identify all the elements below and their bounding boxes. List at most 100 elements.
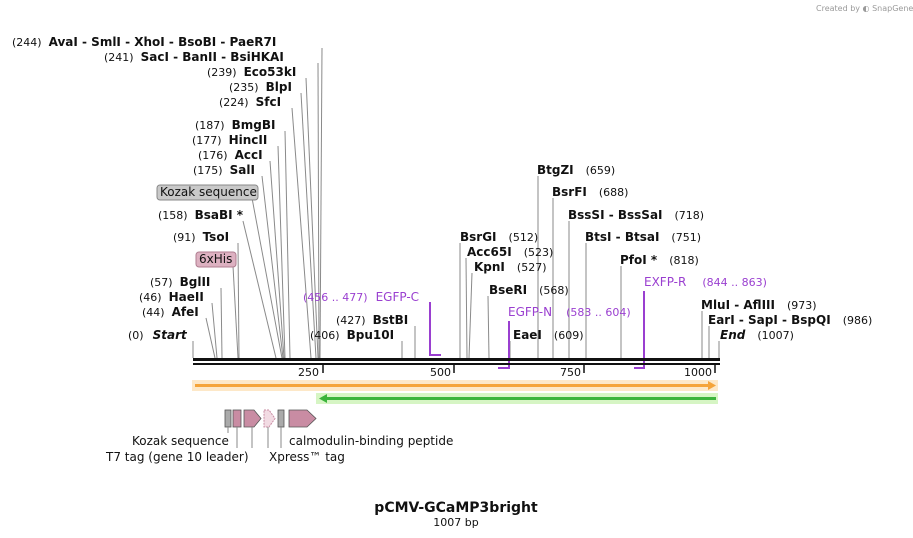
site-afei[interactable]: (44) AfeI [142,305,199,319]
site-bmgbi[interactable]: (187) BmgBI [195,118,275,132]
site-eari[interactable]: EarI - SapI - BspQI (986) [708,313,872,327]
site-pos: (512) [509,231,539,244]
site-enzymes: BstBI [373,313,409,327]
site-enzymes: HincII [229,133,268,147]
site-mlui[interactable]: MluI - AflIII (973) [701,298,817,312]
site-enzymes: SacI - BanII - BsiHKAI [141,50,284,64]
primer-egfp-c[interactable]: (456 .. 477) EGFP-C [303,290,441,356]
site-enzymes: BmgBI [232,118,276,132]
site-acci[interactable]: (176) AccI [198,148,263,162]
site-hincii[interactable]: (177) HincII [192,133,267,147]
tick-label-250: 250 [298,366,319,379]
site-end[interactable]: End (1007) [720,328,794,342]
site-pfoi[interactable]: PfoI * (818) [620,253,699,267]
site-pos: (527) [517,261,547,274]
site-pos: (46) [139,291,162,304]
right-site-labels: (406) Bpu10I (427) BstBI BsrGI (512) Acc65I… [310,163,872,342]
site-bsssi[interactable]: BssSI - BssSaI (718) [568,208,704,222]
6xhis-feature[interactable] [243,409,262,428]
site-pos: (986) [843,314,873,327]
site-acc65i[interactable]: Acc65I (523) [467,245,553,259]
site-bstbi[interactable]: (427) BstBI [336,313,408,327]
site-haeii[interactable]: (46) HaeII [139,290,204,304]
leader-6xhis-box [232,265,239,359]
leader-hincii [277,145,286,359]
kozak-feature-2[interactable] [277,409,285,428]
feature-leader-lines [227,427,282,448]
site-enzymes: MluI - AflIII [701,298,775,312]
site-blpi[interactable]: (235) BlpI [229,80,292,94]
green-arrow-head [319,394,327,403]
site-sali[interactable]: (175) SalI [193,163,255,177]
site-pos: (176) [198,149,228,162]
orange-feature-arrow[interactable] [192,380,718,391]
site-bsrgi[interactable]: BsrGI (512) [460,230,538,244]
site-pos: (224) [219,96,249,109]
kozak-callout[interactable]: Kozak sequence [156,184,259,201]
site-pos: (0) [128,329,144,342]
kozak-feature-label: Kozak sequence [132,434,229,448]
leader-kozak-box [251,197,283,359]
leader-acc65i [465,257,468,359]
site-bsrfi[interactable]: BsrFI (688) [552,185,628,199]
his-callout[interactable]: 6xHis [195,251,237,268]
site-bglii[interactable]: (57) BglII [150,275,210,289]
primer-egfp-n-arrow [498,321,510,369]
site-avai[interactable]: (244) AvaI - SmlI - XhoI - BsoBI - PaeR7I [12,35,276,49]
tick-label-500: 500 [430,366,451,379]
site-saci[interactable]: (241) SacI - BanII - BsiHKAI [104,50,284,64]
site-enzymes: KpnI [474,260,505,274]
site-start[interactable]: (0) Start [128,328,188,342]
his-box [195,251,237,268]
site-pos: (973) [787,299,817,312]
site-pos: (91) [173,231,196,244]
site-pos: (659) [586,164,616,177]
site-btsi[interactable]: BtsI - BtsaI (751) [585,230,701,244]
site-enzymes: BglII [180,275,211,289]
site-sfci[interactable]: (224) SfcI [219,95,281,109]
leader-bseri [487,295,490,359]
primer-exfp-r[interactable]: EXFP-R (844 .. 863) [634,275,767,369]
t7-tag-feature[interactable] [232,409,242,428]
green-feature-arrow[interactable] [316,393,718,404]
site-pos: (718) [675,209,705,222]
site-pos: (239) [207,66,237,79]
site-kpni[interactable]: KpnI (527) [474,260,547,274]
site-tsoi[interactable]: (91) TsoI [173,230,229,244]
leader-bmgbi [284,130,291,359]
site-enzymes: BtgZI [537,163,574,177]
site-bsabi[interactable]: (158) BsaBI * [158,208,244,222]
site-enzymes: Start [153,328,188,342]
site-pos: (187) [195,119,225,132]
leader-blpi [300,92,317,359]
kozak-feature[interactable] [224,409,232,428]
site-pos: (175) [193,164,223,177]
site-eco53ki[interactable]: (239) Eco53kI [207,65,296,79]
site-enzymes: BseRI [489,283,527,297]
t7-feature-label: T7 tag (gene 10 leader) [105,450,249,464]
site-enzymes: BtsI - BtsaI [585,230,659,244]
site-pos: (244) [12,36,42,49]
site-leader-lines [192,47,720,359]
site-enzymes: BssSI - BssSaI [568,208,663,222]
site-eaei[interactable]: EaeI (609) [513,328,584,342]
site-bpu10i[interactable]: (406) Bpu10I [310,328,394,342]
calmodulin-feature-label: calmodulin-binding peptide [289,434,453,448]
xpress-feature-label: Xpress™ tag [269,450,345,464]
leader-eco53ki [305,77,319,359]
site-enzymes: HaeII [169,290,204,304]
primer-name: EGFP-C [376,290,419,304]
calmodulin-binding-feature[interactable] [288,409,317,428]
site-btgzi[interactable]: BtgZI (659) [537,163,615,177]
leader-saci [317,62,320,359]
xpress-tag-feature[interactable] [263,409,276,428]
leader-afei [205,317,216,359]
tick-label-750: 750 [560,366,581,379]
leader-haeii [211,302,218,359]
kozak-box-label: Kozak sequence [160,185,257,199]
site-bseri[interactable]: BseRI (568) [489,283,569,297]
kozak-box [156,184,259,201]
primer-egfp-n[interactable]: EGFP-N (583 .. 604) [498,305,631,369]
site-pos: (688) [599,186,629,199]
